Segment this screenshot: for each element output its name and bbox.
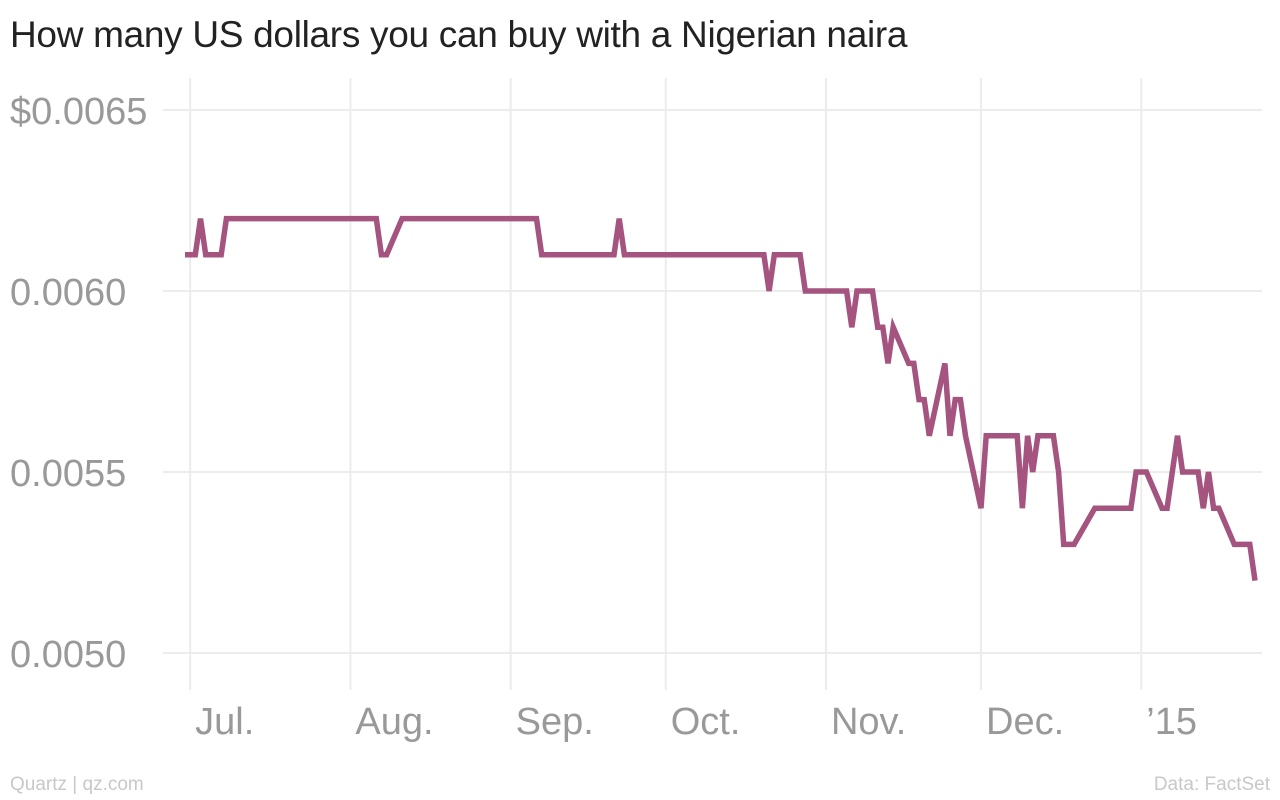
chart-title: How many US dollars you can buy with a N… bbox=[10, 14, 908, 55]
x-tick-label: Jul. bbox=[195, 701, 254, 743]
x-tick-label: Aug. bbox=[355, 701, 433, 743]
y-tick-label: 0.0060 bbox=[10, 272, 126, 314]
footer-credit: Quartz | qz.com bbox=[10, 774, 144, 795]
x-tick-label: Dec. bbox=[986, 701, 1064, 743]
y-tick-label: $0.0065 bbox=[10, 91, 147, 133]
footer-source: Data: FactSet bbox=[1153, 774, 1270, 795]
x-tick-label: Oct. bbox=[671, 701, 741, 743]
y-axis: $0.0065 0.0060 0.0055 0.0050 bbox=[10, 91, 147, 676]
exchange-rate-line bbox=[185, 215, 1258, 581]
gridlines-x bbox=[189, 78, 1143, 690]
x-tick-label: Nov. bbox=[831, 701, 906, 743]
x-tick-label: Sep. bbox=[516, 701, 594, 743]
series-layer bbox=[184, 215, 1258, 581]
y-tick-label: 0.0055 bbox=[10, 453, 126, 495]
x-tick-label: ’15 bbox=[1146, 701, 1197, 743]
gridlines-y bbox=[163, 109, 1262, 654]
y-tick-label: 0.0050 bbox=[10, 634, 126, 676]
x-axis: Jul. Aug. Sep. Oct. Nov. Dec. ’15 bbox=[195, 701, 1197, 743]
